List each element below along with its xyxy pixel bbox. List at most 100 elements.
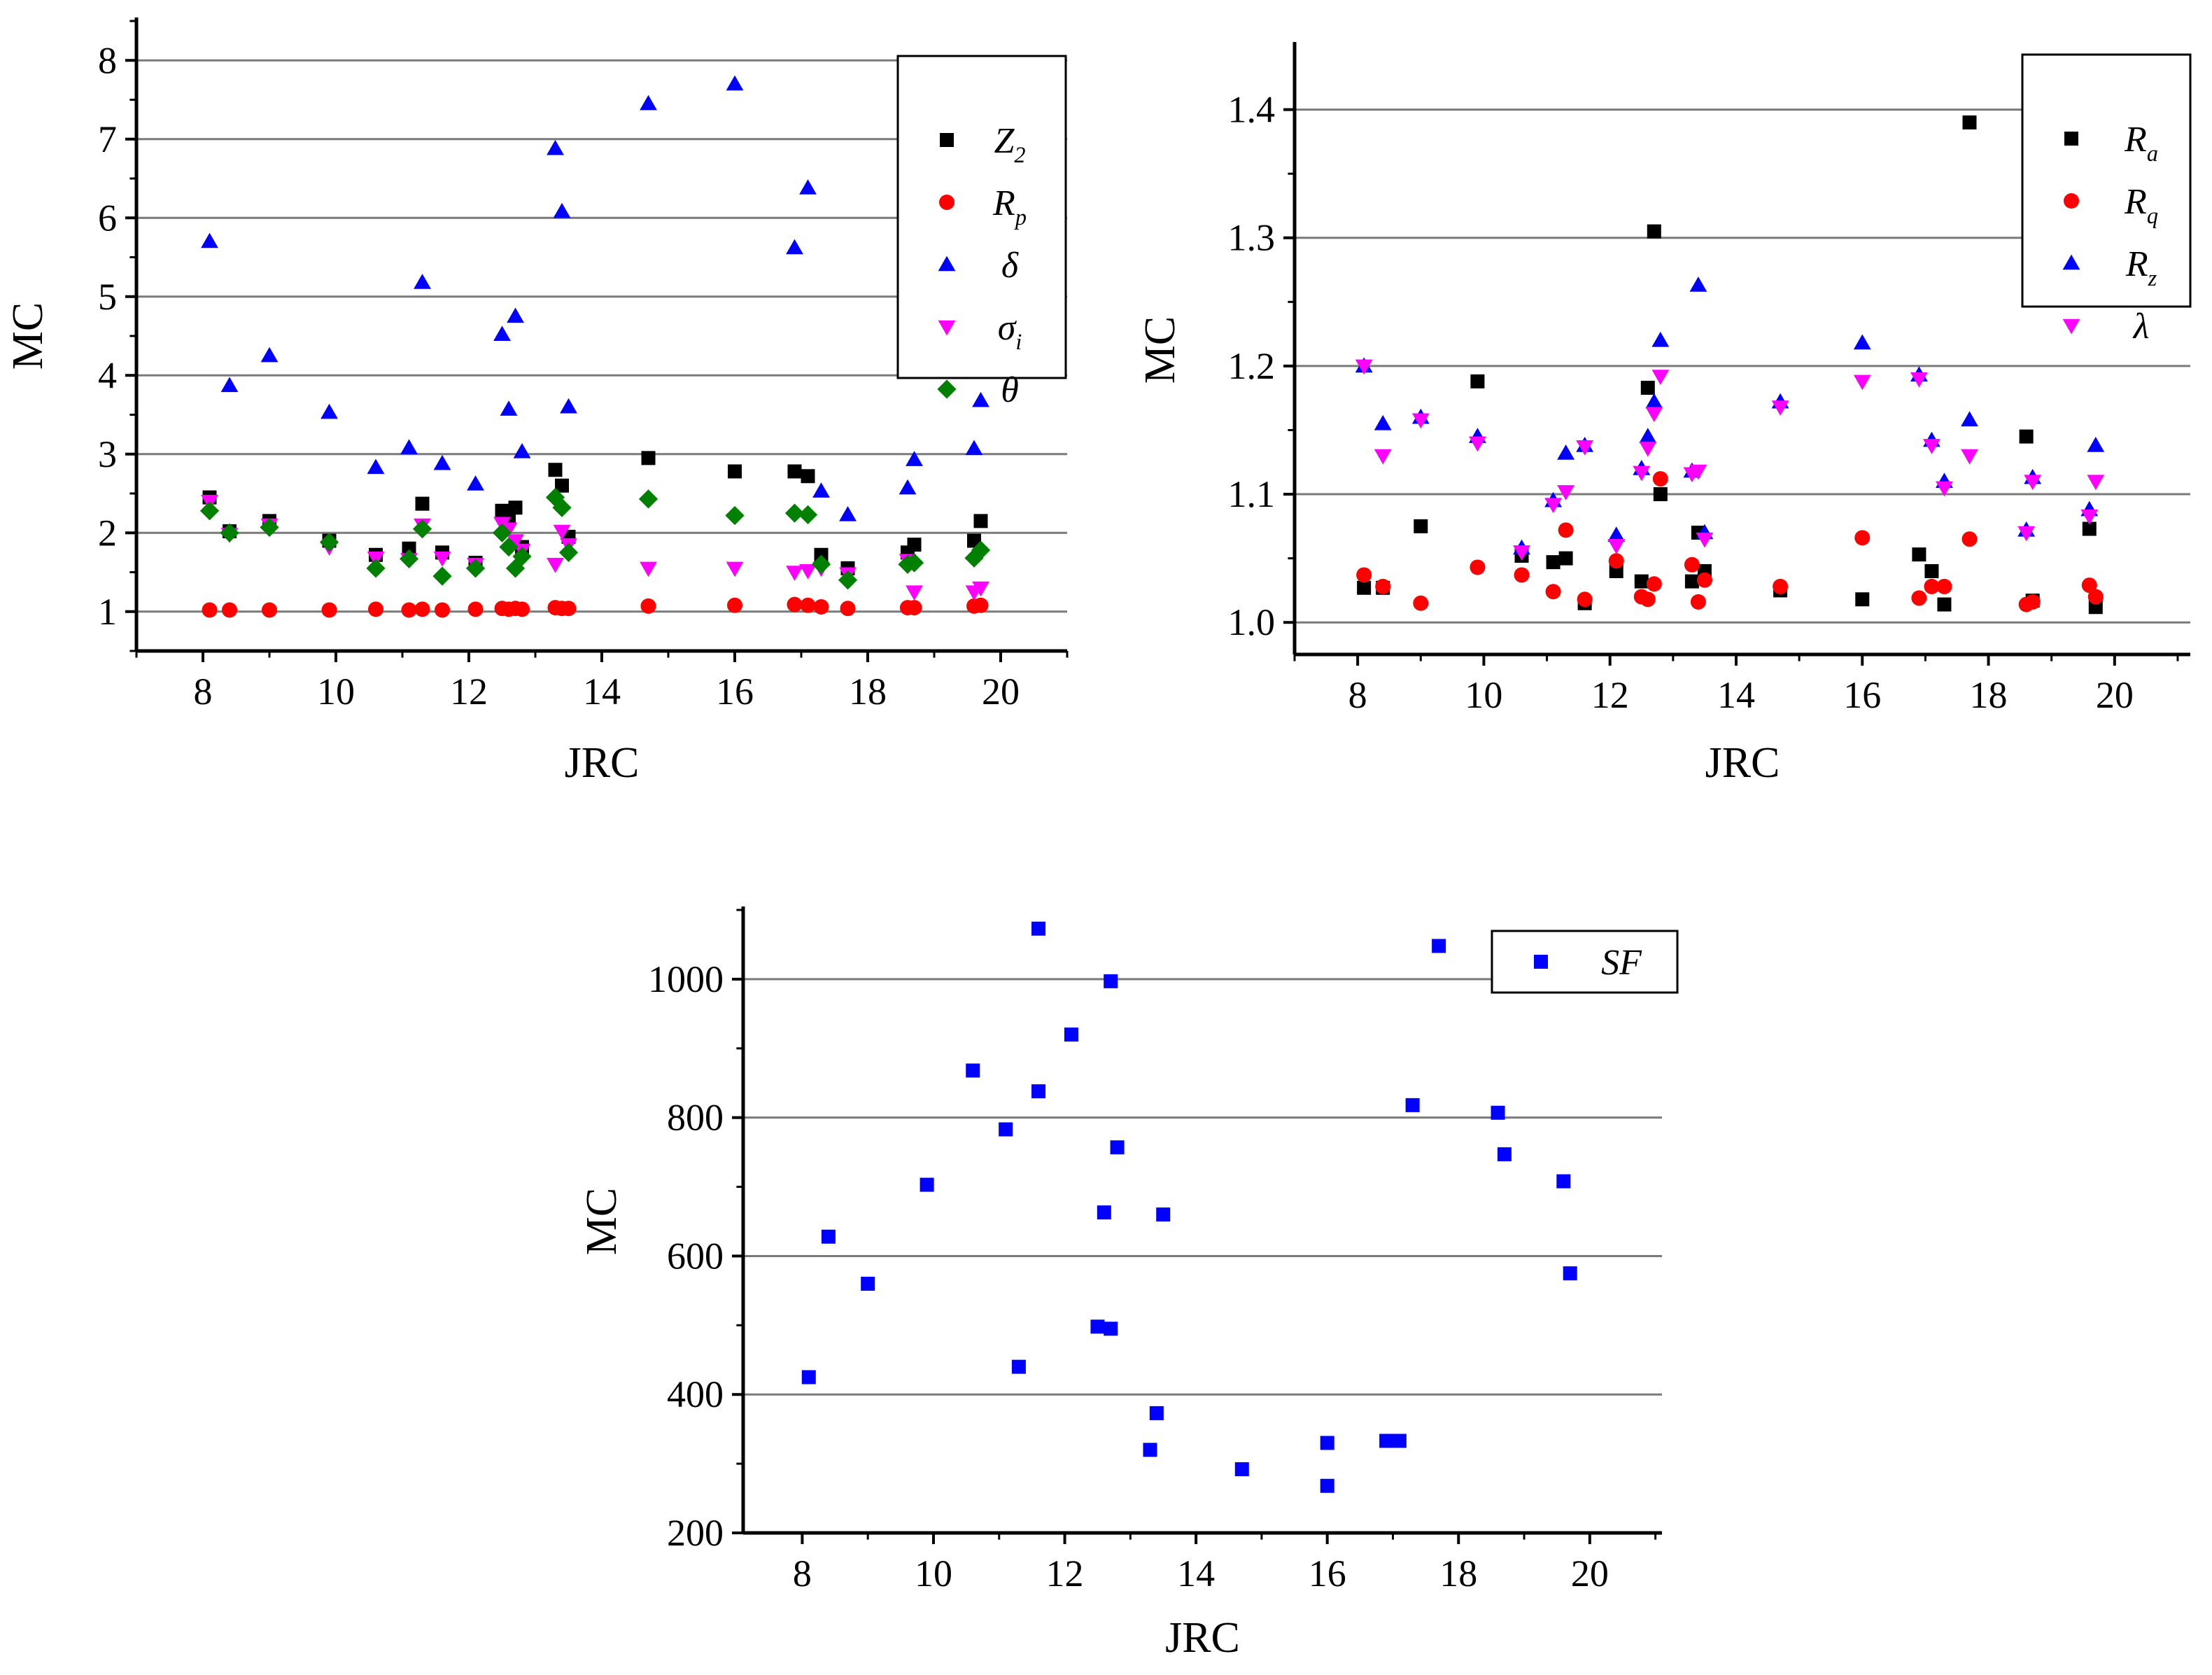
x-tick-label: 10: [915, 1553, 952, 1595]
x-axis-label: JRC: [1165, 1614, 1240, 1662]
legend-label: Z2: [994, 121, 1025, 167]
x-axis-label: JRC: [565, 739, 640, 787]
x-tick-label: 12: [450, 671, 488, 713]
x-tick-label: 8: [793, 1553, 812, 1595]
data-point: [199, 501, 220, 521]
y-tick-label: 8: [98, 39, 117, 81]
legend-marker: [937, 379, 957, 399]
data-point: [1374, 449, 1392, 465]
legend-marker: [1534, 955, 1548, 969]
data-point: [1854, 530, 1871, 546]
data-point: [1011, 1359, 1026, 1374]
data-point: [401, 602, 417, 618]
data-point: [726, 561, 744, 577]
data-point: [1432, 939, 1446, 953]
x-tick-label: 12: [1046, 1553, 1084, 1595]
x-tick-label: 16: [1843, 674, 1881, 716]
data-point: [640, 561, 657, 577]
data-point: [433, 551, 451, 567]
data-point: [366, 559, 386, 578]
data-point: [1156, 1207, 1171, 1222]
data-point: [2017, 526, 2036, 542]
data-point: [1910, 372, 1928, 388]
data-point: [2024, 475, 2042, 491]
data-point: [399, 549, 419, 568]
legend-marker: [938, 255, 956, 272]
legend-label: SF: [1601, 943, 1642, 983]
data-point: [906, 451, 923, 466]
data-point: [640, 598, 656, 614]
data-point: [493, 325, 511, 342]
data-point: [414, 601, 430, 617]
y-tick-label: 2: [98, 512, 117, 554]
legend-box: [2021, 53, 2192, 308]
data-point: [1392, 1434, 1407, 1448]
data-point: [2081, 577, 2097, 594]
data-point: [1556, 1174, 1571, 1189]
data-point: [1545, 584, 1561, 600]
data-point: [500, 400, 518, 416]
data-point: [1936, 578, 1952, 594]
data-point: [561, 601, 577, 617]
legend-marker: [2064, 193, 2079, 209]
x-tick-label: 14: [1717, 674, 1755, 716]
data-point: [402, 541, 416, 556]
legend-marker: [938, 320, 956, 336]
data-point: [728, 464, 742, 479]
data-point: [1652, 471, 1668, 487]
data-point: [400, 439, 418, 455]
data-point: [966, 1063, 980, 1078]
data-point: [1853, 334, 1871, 350]
legend-marker: [2064, 132, 2078, 146]
legend-label: Ra: [2124, 120, 2158, 166]
legend-label: Rp: [992, 183, 1027, 230]
data-point: [1470, 374, 1485, 388]
y-tick-label: 1.4: [1228, 89, 1276, 131]
series-Rq: [1356, 471, 2104, 612]
data-point: [1514, 567, 1530, 583]
data-point: [1149, 1406, 1164, 1420]
data-point: [412, 519, 432, 539]
data-point: [1607, 526, 1626, 542]
data-point: [1639, 428, 1657, 443]
data-point: [1645, 393, 1663, 409]
data-point: [202, 602, 218, 618]
legend-label-main: Z: [994, 121, 1015, 161]
x-tick-label: 12: [1591, 674, 1629, 716]
y-axis-label: MC: [4, 302, 52, 370]
data-point: [1924, 563, 1939, 578]
y-tick-label: 4: [98, 354, 117, 396]
data-point: [800, 597, 816, 613]
legend-label-main: R: [2125, 244, 2148, 284]
data-point: [2024, 594, 2041, 610]
legend-label-main: R: [992, 183, 1015, 223]
data-point: [638, 489, 658, 509]
data-point: [786, 239, 803, 255]
data-point: [1104, 1322, 1118, 1336]
data-point: [964, 548, 984, 568]
data-point: [1374, 414, 1392, 430]
data-point: [1634, 574, 1649, 589]
data-point: [1853, 374, 1871, 391]
data-point: [1355, 359, 1373, 375]
data-point: [220, 377, 239, 393]
data-point: [1558, 551, 1573, 566]
data-point: [507, 534, 524, 549]
data-point: [971, 540, 991, 560]
y-tick-label: 1.0: [1228, 601, 1276, 643]
data-point: [1937, 597, 1952, 612]
data-point: [467, 475, 484, 491]
y-tick-label: 1.3: [1228, 217, 1276, 259]
y-tick-label: 3: [98, 433, 117, 475]
data-point: [1470, 559, 1486, 575]
legend-label: δ: [1001, 246, 1019, 286]
data-point: [1684, 556, 1700, 573]
data-point: [1234, 1462, 1249, 1477]
series-Ra: [1357, 115, 2103, 615]
data-point: [726, 75, 744, 91]
y-tick-label: 1: [98, 591, 117, 633]
legend-label-main: R: [2124, 120, 2147, 160]
legend-box: [1491, 930, 1679, 994]
